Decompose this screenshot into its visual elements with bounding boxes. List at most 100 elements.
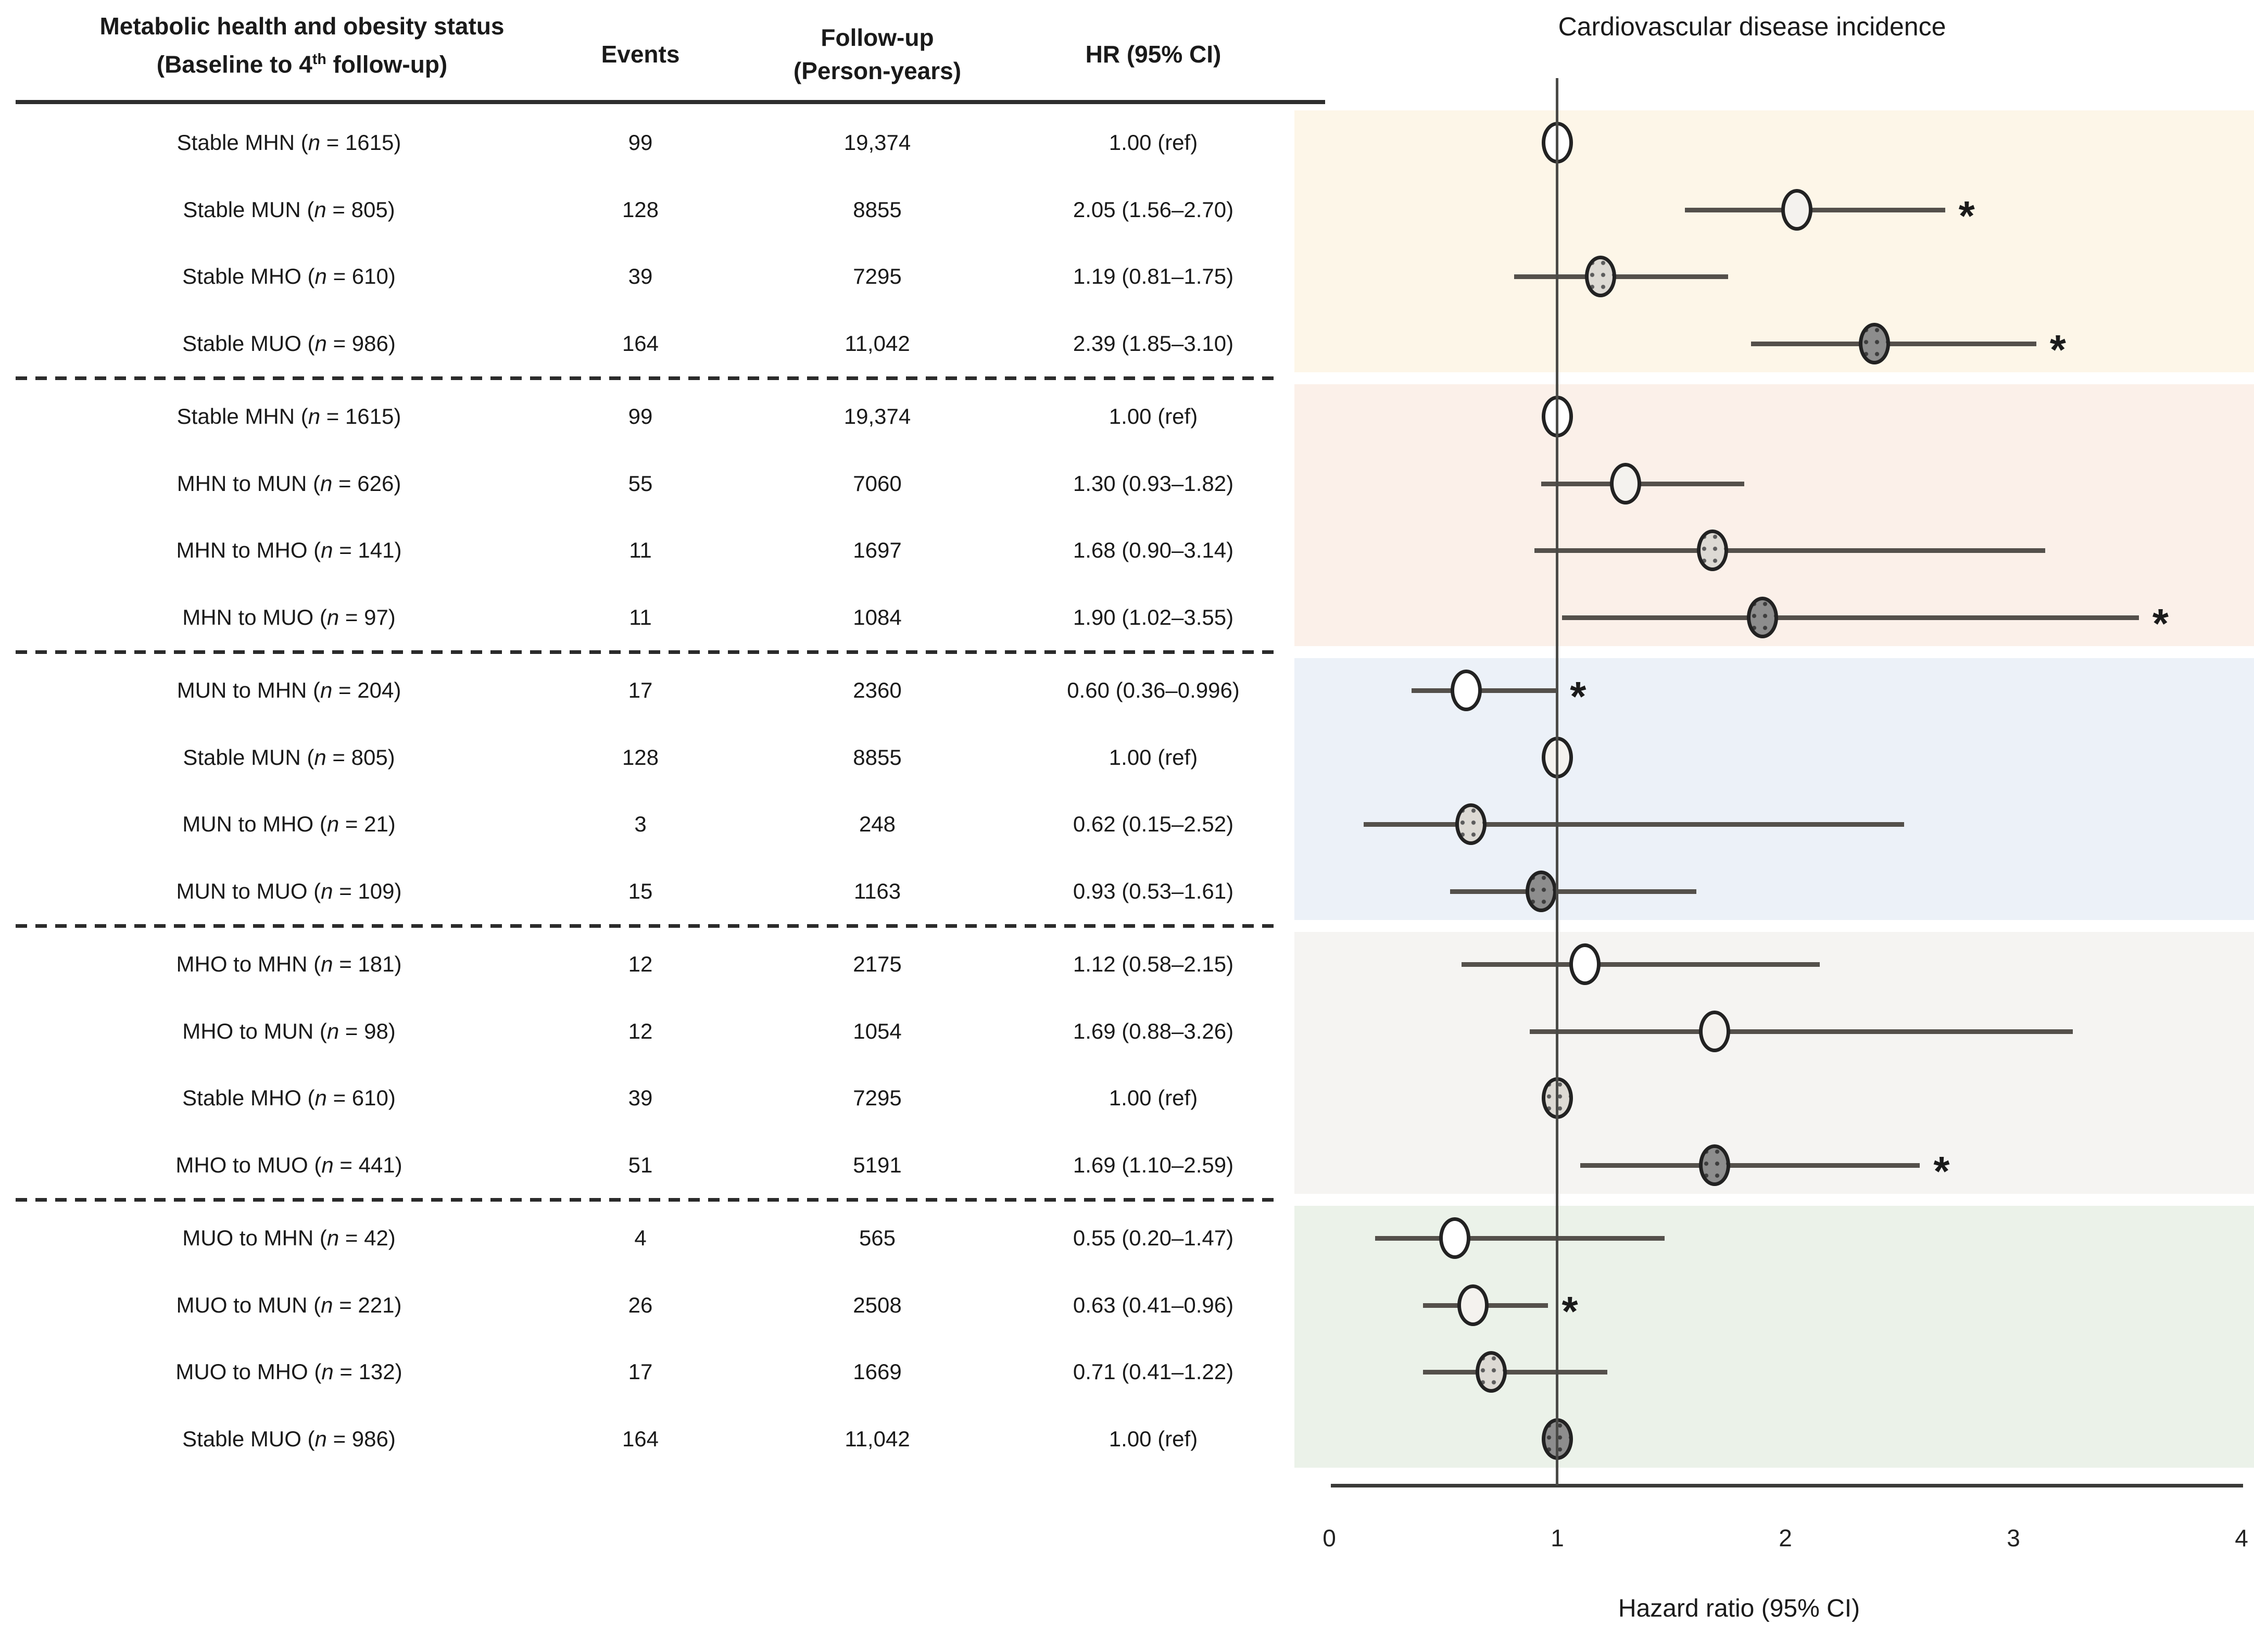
hr-marker-mho bbox=[1585, 256, 1617, 298]
row-label: Stable MUO (n = 986) bbox=[182, 1427, 396, 1452]
hr-ci-value: 1.00 (ref) bbox=[1109, 1427, 1198, 1452]
hr-ci-value: 1.00 (ref) bbox=[1109, 745, 1198, 770]
row-label: MUN to MHN (n = 204) bbox=[177, 678, 401, 702]
person-years-value: 8855 bbox=[853, 197, 902, 222]
column-header-followup-line2: (Person-years) bbox=[793, 57, 962, 84]
hr-ci-value: 0.63 (0.41–0.96) bbox=[1073, 1292, 1234, 1317]
row-label: Stable MUO (n = 986) bbox=[182, 331, 396, 356]
x-axis-line bbox=[1331, 1484, 2243, 1487]
column-header-status-line1: Metabolic health and obesity status bbox=[99, 12, 505, 40]
events-value: 11 bbox=[629, 538, 652, 563]
column-header-followup: Follow-up (Person-years) bbox=[760, 21, 994, 87]
events-value: 11 bbox=[629, 605, 652, 630]
hr-ci-value: 0.62 (0.15–2.52) bbox=[1073, 812, 1234, 837]
column-header-followup-line1: Follow-up bbox=[821, 24, 934, 51]
row-label: MHN to MUN (n = 626) bbox=[177, 471, 401, 496]
ci-line bbox=[1422, 1370, 1608, 1375]
section-band bbox=[1294, 1206, 2254, 1468]
person-years-value: 19,374 bbox=[843, 130, 911, 155]
hr-ci-value: 2.39 (1.85–3.10) bbox=[1073, 331, 1234, 356]
hr-marker-muo bbox=[1858, 323, 1890, 365]
section-band bbox=[1294, 932, 2254, 1194]
person-years-value: 7060 bbox=[853, 471, 902, 496]
hr-marker-mun bbox=[1457, 1284, 1489, 1326]
row-label: Stable MUN (n = 805) bbox=[183, 745, 395, 770]
person-years-value: 7295 bbox=[853, 1086, 902, 1111]
row-label: MUN to MUO (n = 109) bbox=[176, 879, 402, 904]
row-label: Stable MHO (n = 610) bbox=[182, 264, 396, 289]
person-years-value: 7295 bbox=[853, 264, 902, 289]
events-value: 15 bbox=[628, 879, 653, 904]
significance-asterisk: * bbox=[2049, 326, 2066, 373]
x-tick-label: 4 bbox=[2235, 1524, 2248, 1552]
hr-ci-value: 2.05 (1.56–2.70) bbox=[1073, 197, 1234, 222]
hr-ci-value: 1.00 (ref) bbox=[1109, 1086, 1198, 1111]
events-value: 3 bbox=[634, 812, 647, 837]
ci-line bbox=[1450, 889, 1697, 894]
person-years-value: 1697 bbox=[853, 538, 902, 563]
events-value: 39 bbox=[628, 1086, 653, 1111]
hr-marker-mho bbox=[1696, 529, 1728, 572]
row-label: Stable MHN (n = 1615) bbox=[177, 404, 401, 428]
person-years-value: 8855 bbox=[853, 745, 902, 770]
row-label: Stable MUN (n = 805) bbox=[183, 197, 395, 222]
hr-ci-value: 0.71 (0.41–1.22) bbox=[1073, 1359, 1234, 1384]
row-label: Stable MHO (n = 610) bbox=[182, 1086, 396, 1111]
row-label: MHN to MUO (n = 97) bbox=[182, 605, 396, 630]
row-label: MHO to MUN (n = 98) bbox=[182, 1018, 396, 1043]
hr-marker-mhn bbox=[1450, 670, 1482, 711]
person-years-value: 248 bbox=[859, 812, 896, 837]
hr-marker-muo bbox=[1699, 1144, 1731, 1187]
ci-line bbox=[1685, 207, 1945, 212]
person-years-value: 2360 bbox=[853, 678, 902, 702]
events-value: 55 bbox=[628, 471, 653, 496]
person-years-value: 1669 bbox=[853, 1359, 902, 1384]
events-value: 17 bbox=[628, 678, 653, 702]
hr-marker-mhn bbox=[1569, 943, 1601, 985]
reference-line bbox=[1556, 78, 1558, 1485]
x-tick-label: 3 bbox=[2007, 1524, 2020, 1552]
significance-asterisk: * bbox=[1958, 192, 1975, 239]
person-years-value: 2508 bbox=[853, 1292, 902, 1317]
x-tick-label: 1 bbox=[1551, 1524, 1564, 1552]
ci-line bbox=[1562, 615, 2139, 621]
hr-ci-value: 1.90 (1.02–3.55) bbox=[1073, 605, 1234, 630]
person-years-value: 5191 bbox=[853, 1153, 902, 1178]
person-years-value: 1084 bbox=[853, 605, 902, 630]
hr-marker-muo bbox=[1526, 871, 1557, 913]
hr-ci-value: 1.69 (1.10–2.59) bbox=[1073, 1153, 1234, 1178]
row-label: MHN to MHO (n = 141) bbox=[176, 538, 402, 563]
events-value: 164 bbox=[622, 331, 659, 356]
section-band bbox=[1294, 658, 2254, 920]
x-tick-label: 0 bbox=[1323, 1524, 1336, 1552]
events-value: 4 bbox=[634, 1226, 647, 1250]
ci-line bbox=[1514, 274, 1729, 280]
hr-ci-value: 1.00 (ref) bbox=[1109, 404, 1198, 428]
section-divider bbox=[16, 924, 1276, 928]
column-header-status: Metabolic health and obesity status (Bas… bbox=[68, 9, 536, 81]
hr-marker-muo bbox=[1747, 597, 1779, 639]
row-label: MHO to MUO (n = 441) bbox=[175, 1153, 402, 1178]
row-label: MHO to MHN (n = 181) bbox=[176, 952, 402, 976]
hr-ci-value: 1.69 (0.88–3.26) bbox=[1073, 1018, 1234, 1043]
section-divider bbox=[16, 376, 1276, 380]
hr-ci-value: 1.00 (ref) bbox=[1109, 130, 1198, 155]
x-tick-label: 2 bbox=[1779, 1524, 1792, 1552]
hr-marker-mho bbox=[1475, 1351, 1507, 1393]
events-value: 17 bbox=[628, 1359, 653, 1384]
events-value: 99 bbox=[628, 404, 653, 428]
events-value: 26 bbox=[628, 1292, 653, 1317]
hr-ci-value: 1.19 (0.81–1.75) bbox=[1073, 264, 1234, 289]
ci-line bbox=[1541, 481, 1745, 486]
row-label: MUO to MHO (n = 132) bbox=[175, 1359, 402, 1384]
row-label: Stable MHN (n = 1615) bbox=[177, 130, 401, 155]
events-value: 12 bbox=[628, 952, 653, 976]
significance-asterisk: * bbox=[1933, 1148, 1950, 1195]
events-value: 128 bbox=[622, 745, 659, 770]
section-band bbox=[1294, 110, 2254, 372]
hr-ci-value: 0.60 (0.36–0.996) bbox=[1067, 678, 1240, 702]
column-header-status-line2: (Baseline to 4th follow-up) bbox=[156, 51, 448, 78]
ci-line bbox=[1751, 342, 2036, 347]
events-value: 128 bbox=[622, 197, 659, 222]
